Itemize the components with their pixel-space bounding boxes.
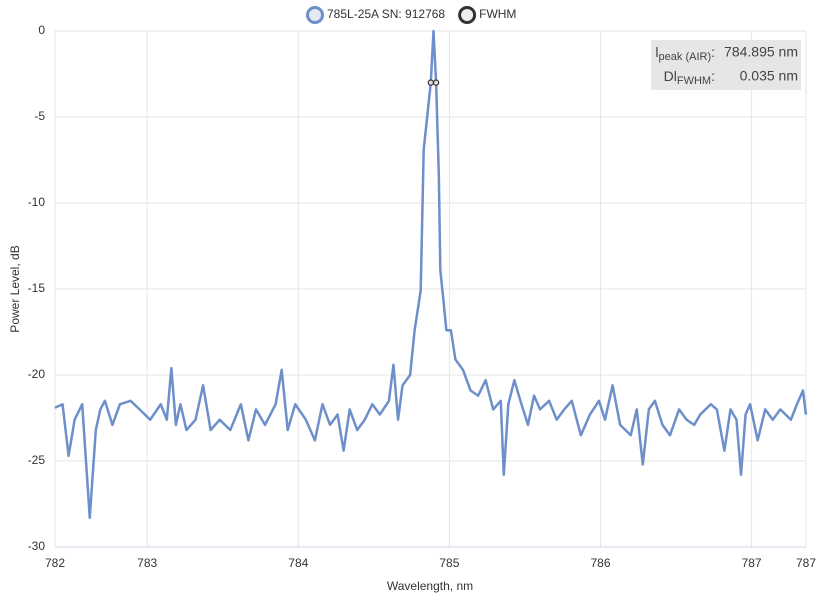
annotation-value: 784.895 nm — [724, 44, 798, 60]
y-tick-label: -25 — [28, 453, 46, 467]
x-axis-label: Wavelength, nm — [387, 579, 473, 593]
y-tick-label: -5 — [34, 109, 45, 123]
fwhm-point — [427, 79, 435, 86]
y-tick-label: -10 — [28, 195, 46, 209]
annotation-value: 0.035 nm — [740, 68, 798, 84]
x-tick-label: 787 — [742, 556, 762, 570]
spectrum-line — [54, 29, 808, 520]
legend-label: 785L-25A SN: 912768 — [327, 7, 445, 21]
x-tick-label: 785 — [439, 556, 459, 570]
y-tick-label: -15 — [28, 281, 46, 295]
x-tick-label: 784 — [288, 556, 308, 570]
annotation-box — [651, 40, 801, 90]
y-axis-label: Power Level, dB — [8, 245, 22, 332]
x-tick-label: 782 — [45, 556, 65, 570]
legend-symbol — [306, 6, 324, 24]
annotation-sep: : — [711, 68, 715, 84]
legend-symbol — [458, 6, 477, 24]
y-tick-label: -20 — [28, 367, 46, 381]
legend-item: FWHM — [458, 6, 516, 24]
annotation-symbol: Dl — [664, 68, 677, 84]
x-tick-label: 783 — [137, 556, 157, 570]
annotation-symbol: l — [655, 44, 658, 60]
fwhm-point — [432, 79, 440, 86]
y-tick-label: -30 — [28, 539, 46, 553]
x-tick-label: 786 — [590, 556, 610, 570]
annotation-label: DlFWHM: — [664, 68, 715, 87]
legend-item: 785L-25A SN: 912768 — [306, 6, 445, 24]
annotation-label: lpeak (AIR): — [655, 44, 715, 63]
legend-label: FWHM — [479, 7, 516, 21]
y-tick-label: 0 — [38, 23, 45, 37]
annotation-subscript: peak (AIR) — [659, 51, 712, 63]
x-tick-label: 787 — [796, 556, 816, 570]
annotation-subscript: FWHM — [677, 75, 711, 87]
annotation-sep: : — [711, 44, 715, 60]
